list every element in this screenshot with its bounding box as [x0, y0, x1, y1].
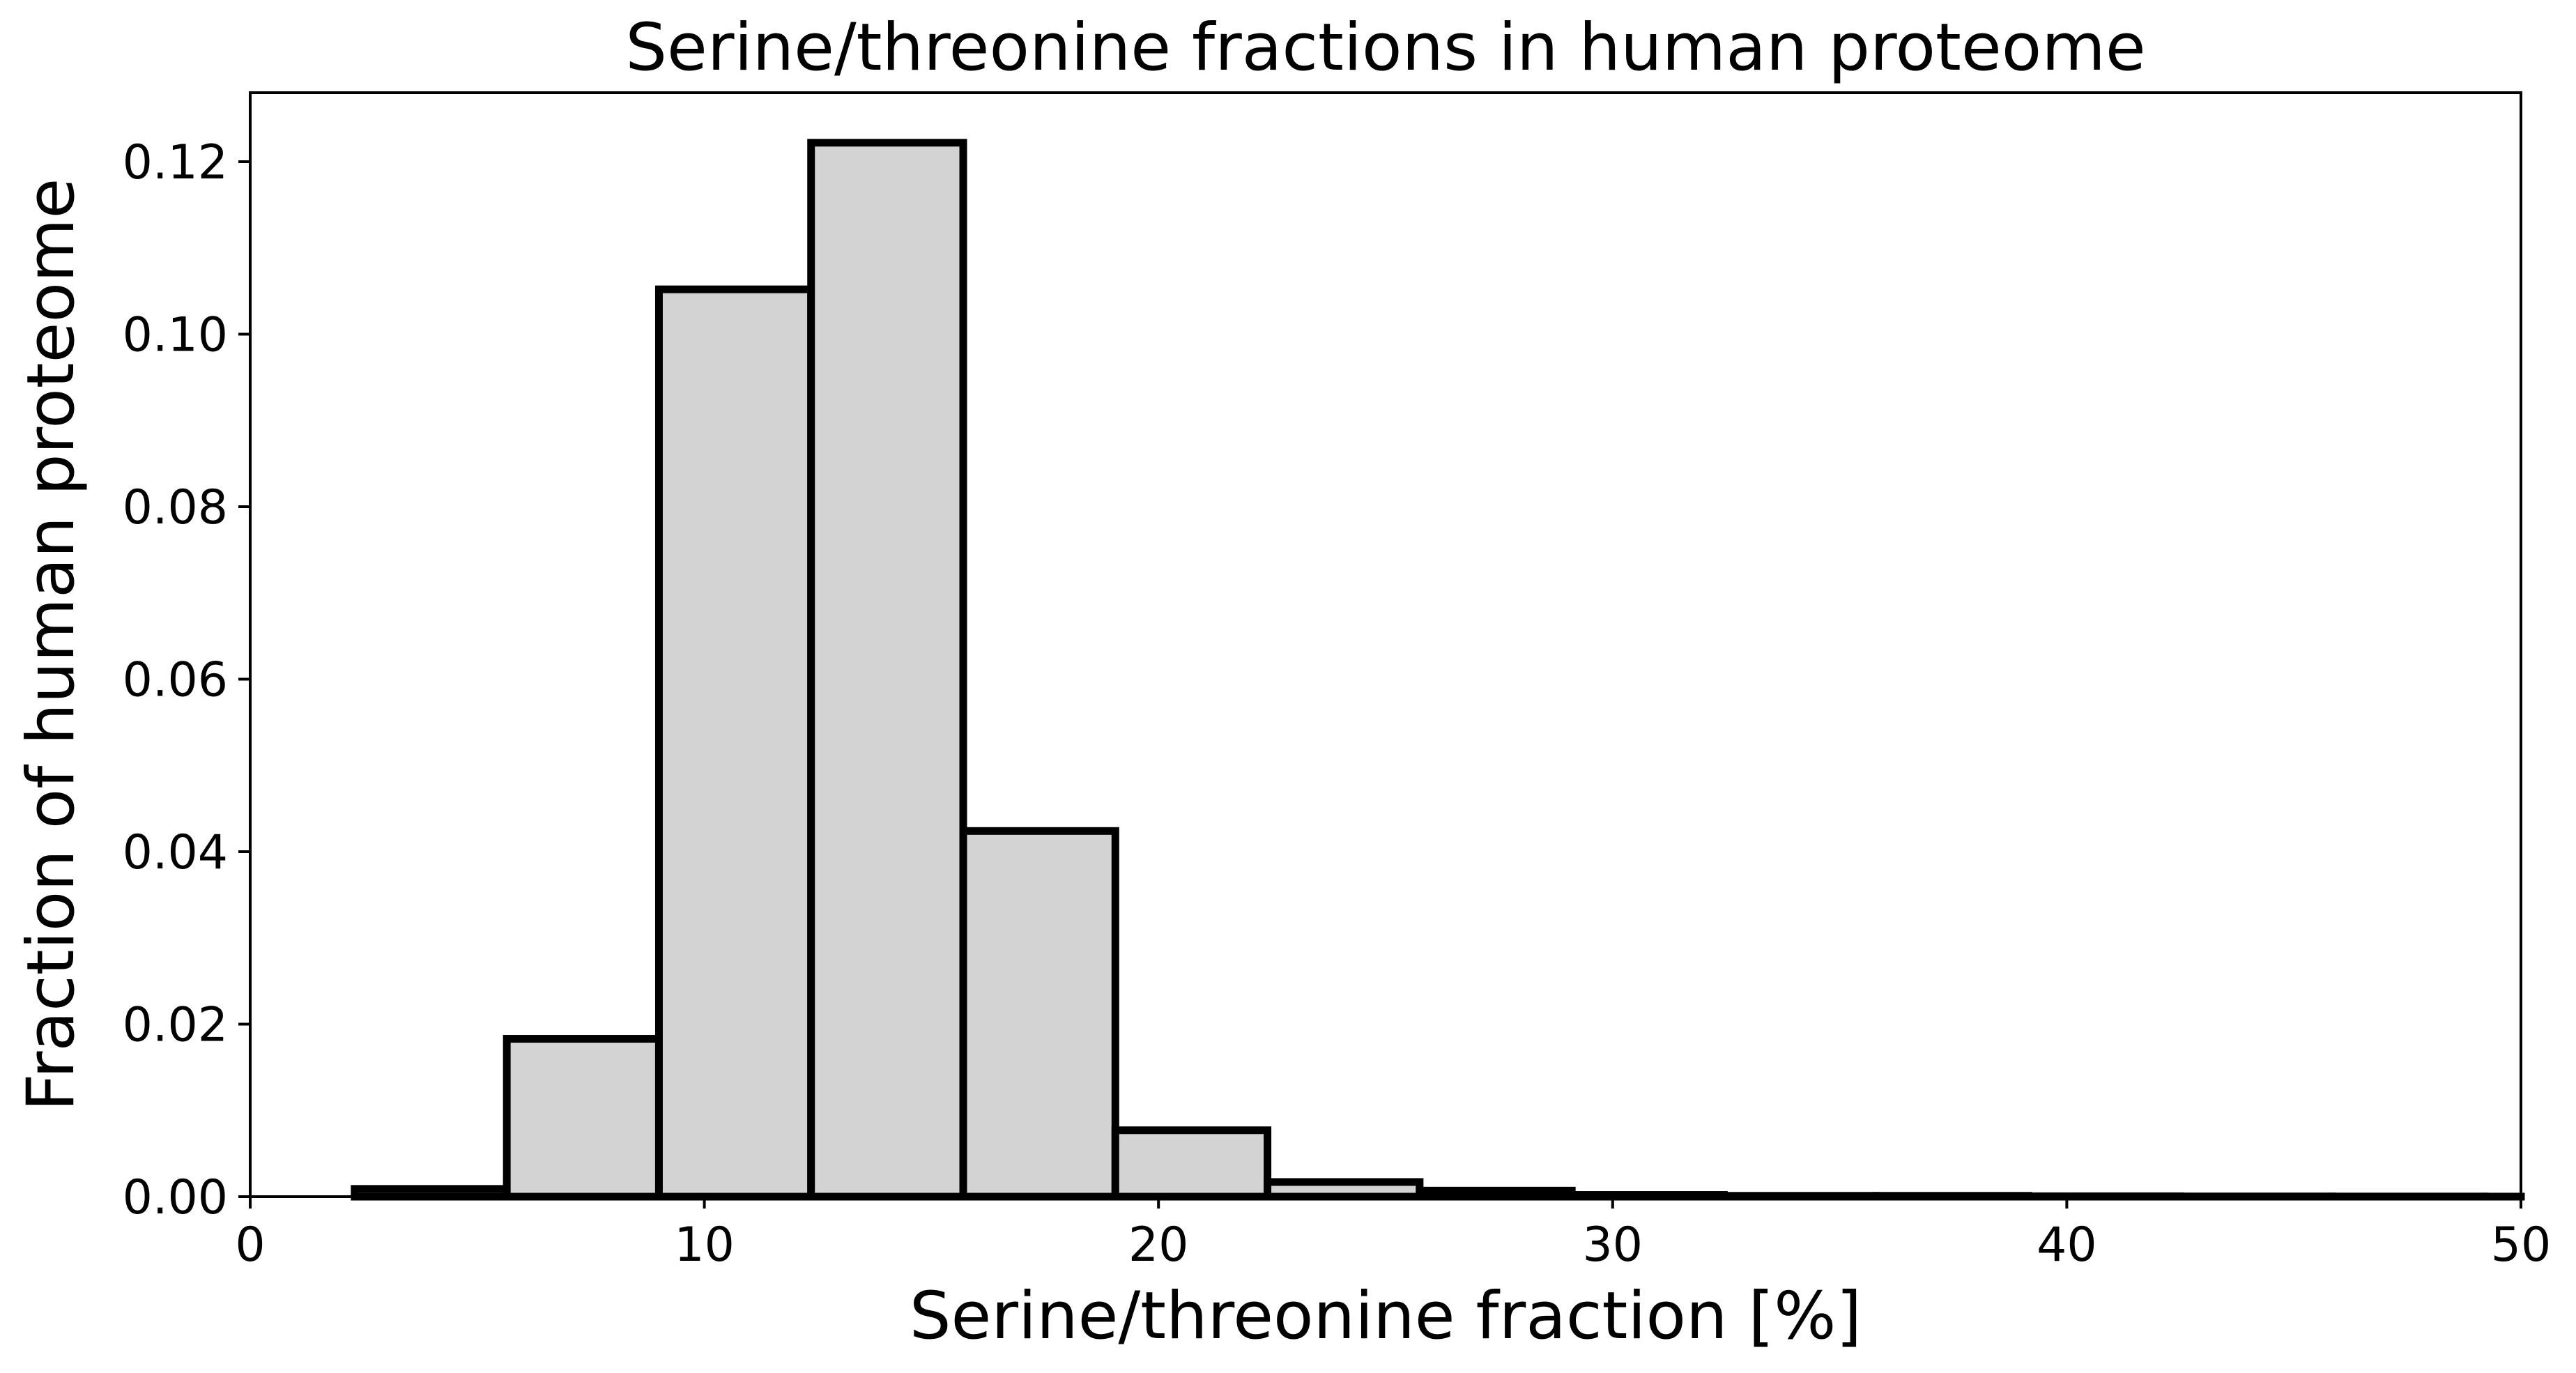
x-tick-label-1: 10: [674, 1218, 735, 1273]
y-tick-label-2: 0.04: [123, 825, 228, 880]
bars-group: [351, 139, 2525, 1201]
x-tick-label-2: 20: [1128, 1218, 1189, 1273]
y-tick-label-6: 0.12: [123, 135, 228, 190]
histogram-bar-4: [959, 827, 1119, 1201]
y-tick-label-1: 0.02: [123, 998, 228, 1053]
x-tick-label-4: 40: [2037, 1218, 2097, 1273]
plot-frame: [249, 91, 2522, 1198]
histogram-bar-1: [503, 1035, 663, 1201]
chart-title: Serine/threonine fractions in human prot…: [625, 10, 2145, 86]
histogram-bar-5: [1111, 1126, 1272, 1201]
histogram-bar-3: [807, 139, 967, 1201]
x-tick-label-0: 0: [235, 1218, 265, 1273]
ticks-group: 0 10 20 30 40 50 0.00 0.02 0.04 0.06 0.08 0.10 0.12: [123, 135, 2552, 1273]
histogram-bar-2: [654, 285, 815, 1201]
y-tick-label-3: 0.06: [123, 653, 228, 708]
x-tick-label-3: 30: [1583, 1218, 1643, 1273]
y-tick-label-0: 0.00: [123, 1170, 228, 1225]
y-axis-title: Fraction of human proteome: [13, 178, 89, 1112]
x-tick-label-5: 50: [2491, 1218, 2552, 1273]
y-tick-label-4: 0.08: [123, 480, 228, 535]
x-axis-title: Serine/threonine fraction [%]: [910, 1278, 1862, 1354]
y-tick-label-5: 0.10: [123, 308, 228, 363]
histogram-bar-6: [1264, 1178, 1424, 1201]
